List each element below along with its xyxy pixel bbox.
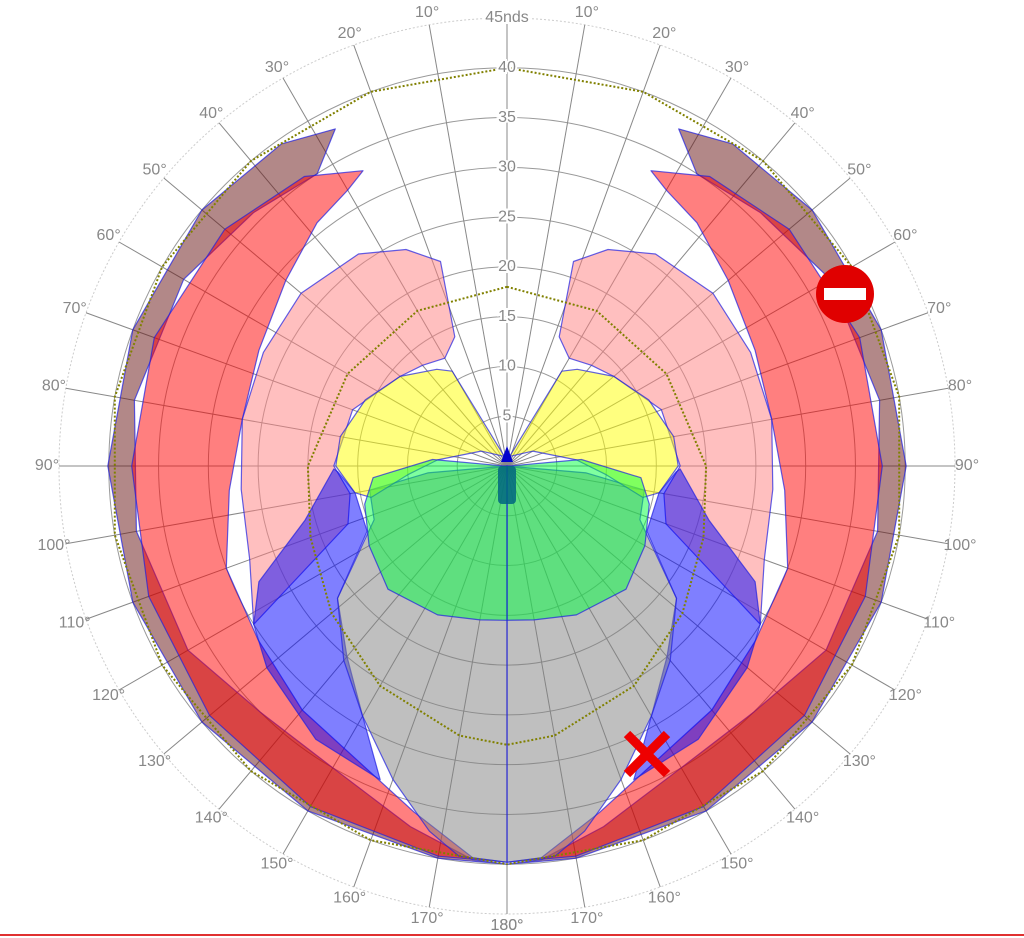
zone-area [131, 170, 508, 863]
angle-label: 40° [791, 105, 815, 122]
angle-label: 90° [955, 457, 979, 474]
dotted-line [506, 66, 901, 866]
r-tick-label: 25 [498, 208, 516, 225]
angle-label: 130° [138, 753, 171, 770]
r-tick-label: 10 [498, 358, 516, 375]
spoke [506, 24, 586, 467]
angle-label: 70° [63, 300, 87, 317]
angle-label: 80° [42, 377, 66, 394]
boat [498, 466, 516, 504]
angle-label: 170° [411, 910, 444, 927]
angle-label: 100° [943, 537, 976, 554]
zone-area [506, 170, 883, 863]
zone-area [364, 458, 508, 621]
angle-label: 120° [889, 687, 922, 704]
angle-label: 150° [260, 856, 293, 873]
angle-label: 120° [92, 687, 125, 704]
dotted-line [306, 285, 508, 746]
zone-area [253, 468, 381, 781]
angle-label: 80° [948, 377, 972, 394]
angle-label: 90° [35, 457, 59, 474]
angle-label: 40° [199, 105, 223, 122]
angle-label: 110° [923, 615, 955, 632]
angle-label: 50° [143, 162, 167, 179]
no-entry-icon [816, 265, 874, 323]
r-tick-label: 5 [503, 407, 512, 424]
angle-label: 160° [648, 889, 681, 906]
angle-label: 180° [490, 917, 523, 934]
spoke [353, 44, 508, 467]
angle-label: 110° [59, 615, 91, 632]
angle-label: 150° [720, 856, 753, 873]
spoke [428, 24, 508, 467]
angle-label: 60° [97, 227, 121, 244]
angle-label: 100° [37, 537, 70, 554]
r-tick-label: 30 [498, 159, 516, 176]
dotted-line [113, 66, 508, 866]
r-tick-label: 40 [498, 59, 516, 76]
angle-label: 10° [415, 4, 439, 21]
close-icon [623, 730, 671, 778]
angle-label: 140° [195, 810, 228, 827]
spoke [506, 44, 661, 467]
angle-label: 10° [575, 4, 599, 21]
angle-label: 30° [265, 59, 289, 76]
angle-label: 20° [338, 25, 362, 42]
angle-label: 170° [570, 910, 603, 927]
angle-label: 140° [786, 810, 819, 827]
r-tick-label: 20 [498, 258, 516, 275]
areas [107, 66, 907, 866]
wind-arrow [501, 446, 513, 462]
r-tick-label: 35 [498, 109, 516, 126]
labels: 5 10 15 20 25 30 35 40 45nds 10° 10° 20° 20° 30° 30° 40… [35, 4, 979, 934]
close-stroke [623, 730, 671, 778]
no-entry-bar [824, 288, 866, 300]
r-tick-label: 15 [498, 308, 516, 325]
angle-label: 20° [652, 25, 676, 42]
angle-label: 30° [725, 59, 749, 76]
angle-label: 160° [333, 889, 366, 906]
angle-label: 60° [893, 227, 917, 244]
angle-label: 50° [847, 162, 871, 179]
angle-label: 130° [843, 753, 876, 770]
r-tick-label: 45nds [485, 9, 529, 26]
dotted-line [506, 285, 708, 746]
angle-label: 180° [490, 917, 523, 934]
angle-label: 70° [927, 300, 951, 317]
